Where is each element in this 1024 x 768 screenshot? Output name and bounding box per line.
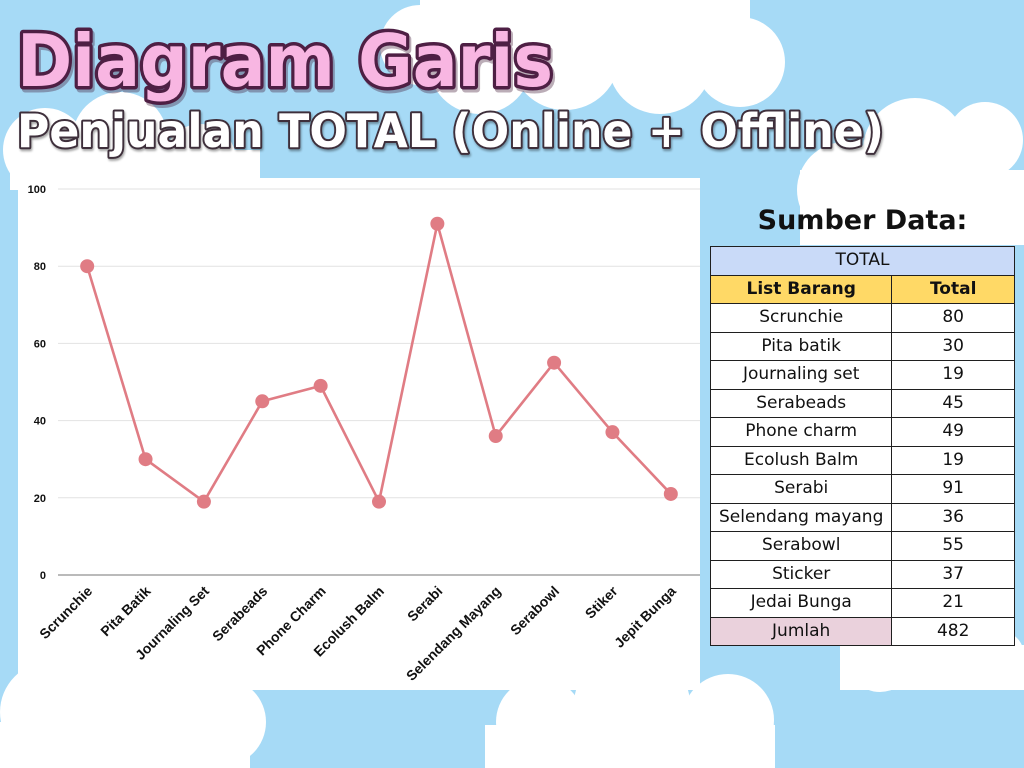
cloud-right: [797, 98, 1024, 245]
table-row: Journaling set 19: [709, 360, 1015, 390]
column-header-total: Total: [891, 274, 1015, 304]
cloud-puff: [3, 108, 87, 192]
item-total-cell: 91: [891, 474, 1015, 504]
y-tick-label: 60: [34, 338, 46, 350]
table-head: TOTAL List Barang Total: [709, 246, 1015, 304]
cloud-puff: [682, 674, 774, 766]
item-total-cell: 49: [891, 417, 1015, 447]
x-tick-label: Serabeads: [209, 583, 271, 645]
item-name-cell: Serabowl: [709, 531, 893, 561]
data-point: [605, 425, 620, 440]
cloud-puff: [976, 176, 1024, 224]
x-tick-label: Pita Batik: [97, 583, 154, 640]
page-subtitle: Penjualan TOTAL (Online + Offline): [17, 104, 884, 158]
source-heading: Sumber Data:: [757, 205, 968, 236]
y-tick-label: 0: [40, 570, 46, 582]
table-row: Serabi 91: [709, 474, 1015, 504]
footer-label: Jumlah: [709, 616, 893, 646]
cloud-puff: [863, 98, 967, 202]
item-total-cell: 19: [891, 360, 1015, 390]
item-name-cell: Ecolush Balm: [709, 445, 893, 475]
cloud-top: [380, 0, 785, 114]
line-chart: 0 20 40 60 80 100 Scrunchie Pita BatikJournalin…: [28, 184, 700, 684]
gridlines: 0 20 40 60 80 100: [28, 184, 700, 582]
cloud-puff: [695, 17, 785, 107]
table-body: Scrunchie 80 Pita batik 30 Journaling set 19 S…: [709, 303, 1015, 618]
cloud-left: [3, 92, 260, 196]
x-tick-label: Stiker: [582, 582, 621, 621]
item-total-cell: 37: [891, 559, 1015, 589]
item-name-cell: Phone charm: [709, 417, 893, 447]
x-tick-label: Serabowl: [507, 583, 562, 638]
x-tick-label: Scrunchie: [36, 583, 95, 642]
data-point: [196, 494, 211, 509]
table-row: Pita batik 30: [709, 331, 1015, 361]
data-point: [663, 486, 678, 501]
y-tick-label: 80: [34, 261, 46, 273]
table-row: Selendang mayang 36: [709, 502, 1015, 532]
table-row: Sticker 37: [709, 559, 1015, 589]
table-header-row: List Barang Total: [709, 274, 1015, 304]
data-point: [255, 394, 270, 409]
footer-total: 482: [891, 616, 1015, 646]
y-tick-label: 20: [34, 493, 46, 505]
item-total-cell: 19: [891, 445, 1015, 475]
item-total-cell: 36: [891, 502, 1015, 532]
y-tick-label: 100: [28, 184, 46, 196]
table-title-row: TOTAL: [710, 246, 1015, 276]
source-data-table: TOTAL List Barang Total Scrunchie 80 Pita …: [709, 246, 1015, 646]
series-line: [85, 222, 673, 503]
item-total-cell: 30: [891, 331, 1015, 361]
cloud-puff: [72, 92, 168, 188]
item-name-cell: Serabi: [709, 474, 893, 504]
table-footer-row: Jumlah 482: [709, 616, 1015, 646]
item-name-cell: Selendang mayang: [709, 502, 893, 532]
table-row: Jedai Bunga 21: [709, 588, 1015, 618]
item-name-cell: Scrunchie: [709, 303, 893, 333]
table-row: Phone charm 49: [709, 417, 1015, 447]
item-total-cell: 80: [891, 303, 1015, 333]
table-title: TOTAL: [710, 246, 1015, 276]
table-row: Scrunchie 80: [709, 303, 1015, 333]
item-name-cell: Journaling set: [709, 360, 893, 390]
table-foot: Jumlah 482: [709, 616, 1015, 646]
data-point: [430, 216, 445, 231]
data-point: [547, 355, 562, 370]
data-point: [372, 494, 386, 509]
item-name-cell: Pita batik: [709, 331, 893, 361]
cloud-puff: [947, 102, 1023, 178]
data-point: [80, 259, 95, 274]
item-total-cell: 45: [891, 388, 1015, 418]
table-row: Serabeads 45: [709, 388, 1015, 418]
x-tick-label: Serabi: [404, 583, 446, 625]
data-point: [138, 452, 153, 467]
page-title: Diagram Garis: [17, 19, 553, 103]
y-tick-label: 40: [34, 416, 46, 428]
cloud-puff: [496, 678, 584, 766]
item-name-cell: Sticker: [709, 559, 893, 589]
cloud-puff: [608, 10, 712, 114]
column-header-item: List Barang: [709, 274, 893, 304]
data-point: [488, 429, 503, 444]
chart-panel: 0 20 40 60 80 100 Scrunchie Pita Batik Journalin…: [18, 178, 700, 690]
cloud-puff: [428, 10, 532, 114]
table-row: Ecolush Balm 19: [709, 445, 1015, 475]
item-total-cell: 21: [891, 588, 1015, 618]
item-total-cell: 55: [891, 531, 1015, 561]
data-points: [80, 216, 678, 509]
cloud-puff: [178, 678, 266, 766]
x-tick-label: Jepit Bunga: [611, 583, 679, 651]
item-name-cell: Jedai Bunga: [709, 588, 893, 618]
table-row: Serabowl 55: [709, 531, 1015, 561]
title-block: Diagram Garis Penjualan TOTAL (Online + …: [14, 16, 887, 161]
data-point: [313, 378, 328, 393]
cloud-puff: [510, 0, 620, 110]
item-name-cell: Serabeads: [709, 388, 893, 418]
